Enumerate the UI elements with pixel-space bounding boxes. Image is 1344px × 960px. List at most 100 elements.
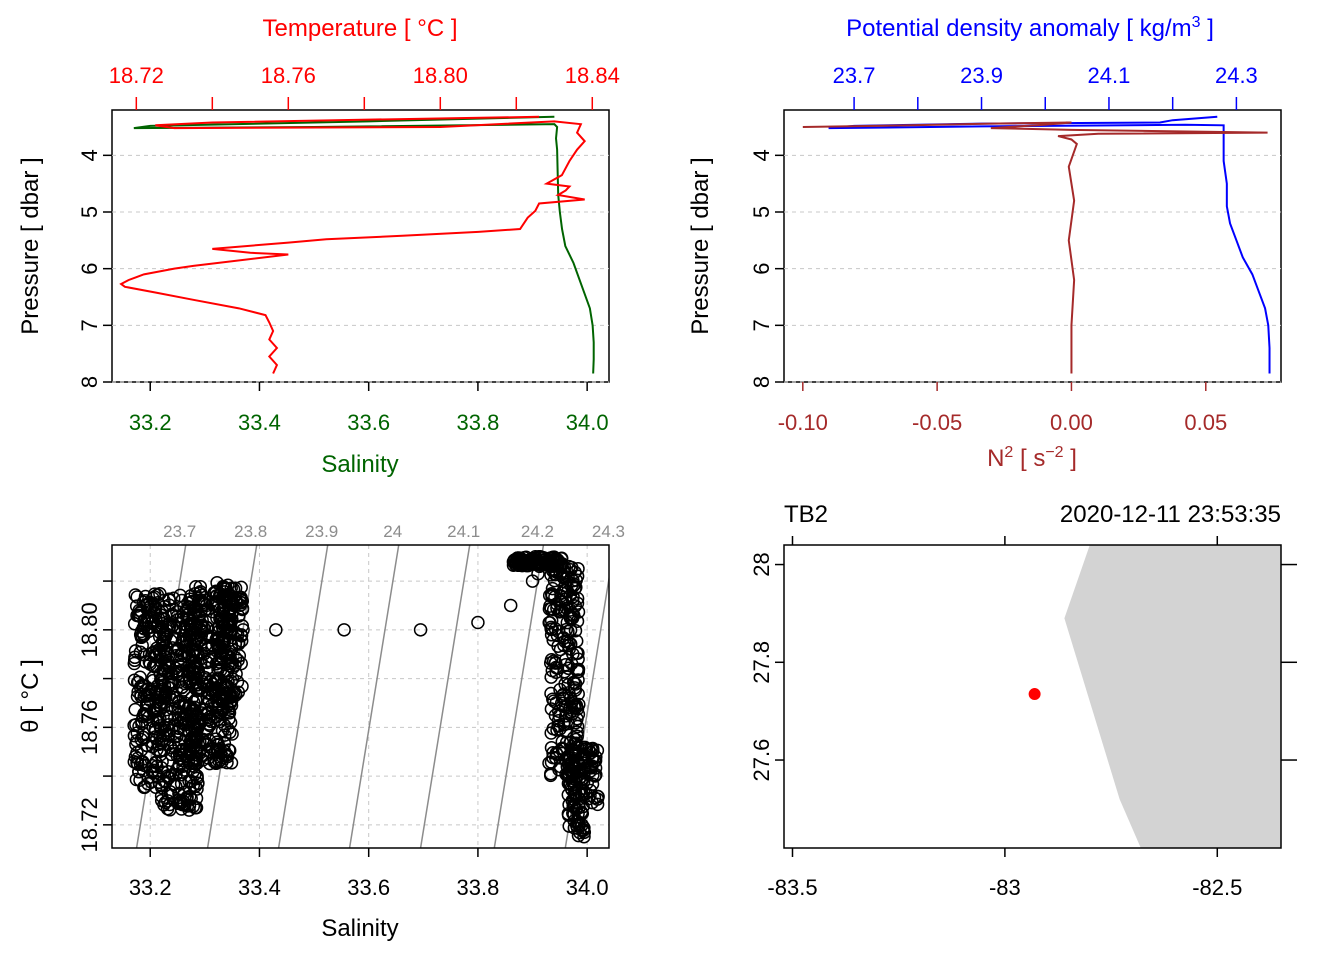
salinity-tick-label: 33.8 [457, 410, 500, 435]
ts-point [231, 685, 246, 699]
ts-point [531, 567, 545, 581]
ts-point [543, 599, 557, 613]
longitude-tick-label: -83.5 [767, 875, 817, 900]
ts-point [163, 803, 177, 817]
ts-point [561, 677, 575, 692]
ts-point [130, 590, 144, 604]
ts-point [129, 772, 144, 787]
ts-point [544, 628, 559, 642]
ts-point [156, 663, 171, 677]
ts-point [213, 663, 228, 677]
ts-point [161, 617, 175, 632]
ts-point [140, 621, 154, 635]
pressure-tick-label: 8 [749, 376, 774, 388]
ts-point [217, 736, 232, 751]
ts-point [561, 661, 576, 676]
ts-point [526, 553, 541, 567]
isopycnal-label: 24 [383, 522, 402, 541]
n2-axis-label-sup: 2 [1004, 444, 1013, 461]
ts-point [212, 652, 227, 667]
ts-point [578, 740, 592, 755]
ts-point [544, 670, 558, 684]
ts-point [186, 756, 200, 771]
ts-diagram-xlabel: Salinity [321, 915, 398, 942]
density-tick-label: 24.1 [1088, 63, 1131, 88]
isopycnal-label: 24.3 [592, 522, 625, 541]
density-profile-plot-box [783, 109, 1282, 383]
ts-point [217, 635, 231, 650]
n2-profile-line [802, 121, 1268, 374]
pressure-tick-label: 7 [749, 319, 774, 331]
ts-point [535, 553, 549, 568]
temperature-profile-line [119, 115, 587, 374]
temperature-tick-label: 18.72 [109, 63, 164, 88]
ts-point [174, 777, 189, 791]
ts-point [577, 829, 591, 844]
ts-point [170, 605, 184, 619]
ts-point [159, 709, 174, 723]
longitude-tick-label: -82.5 [1192, 875, 1242, 900]
ts-point [158, 685, 173, 699]
ts-point [189, 633, 203, 648]
salinity-tick-label: 33.6 [347, 875, 390, 900]
temperature-axis-label: Temperature [ °C ] [263, 15, 458, 42]
ts-point [215, 754, 229, 769]
ts-point [584, 761, 598, 775]
ts-point [544, 686, 558, 701]
ts-point [563, 623, 578, 637]
salinity-axis-label: Salinity [321, 451, 398, 478]
ts-point [127, 617, 142, 631]
ts-point [180, 799, 195, 813]
ts-point [161, 794, 175, 808]
ts-point [221, 656, 236, 671]
ts-profile-marks [119, 115, 595, 374]
ts-point [137, 706, 151, 721]
ts-point [545, 589, 559, 604]
density-tick-label: 24.3 [1215, 63, 1258, 88]
density-axis-label-sup: 3 [1192, 14, 1201, 31]
ts-point [218, 589, 232, 604]
ts-point [196, 677, 211, 692]
ts-point [155, 672, 169, 686]
ts-point [561, 638, 576, 653]
pressure-axis-label-2: Pressure [ dbar ] [687, 157, 714, 334]
isopycnal-line [348, 545, 400, 848]
density-axis-label-end: ] [1201, 15, 1214, 42]
isopycnal-label: 24.2 [521, 522, 554, 541]
ts-point [222, 712, 236, 726]
longitude-tick-label: -83 [989, 875, 1021, 900]
ts-point [585, 759, 599, 773]
ts-point [165, 641, 180, 655]
ts-point [189, 649, 203, 664]
ts-point [190, 782, 204, 796]
ts-point [164, 740, 178, 755]
pressure-tick-label: 8 [77, 376, 102, 388]
ts-point [172, 786, 186, 801]
isopycnal-line [493, 545, 545, 848]
ts-point [556, 570, 571, 585]
ts-point [160, 738, 175, 752]
ts-point [221, 722, 235, 736]
ts-point [558, 592, 572, 607]
salinity-tick-label: 33.2 [129, 410, 172, 435]
ts-point [164, 620, 179, 634]
ts-point [214, 613, 229, 627]
ts-point [138, 655, 153, 669]
ts-point [193, 717, 207, 731]
ts-point [558, 709, 573, 723]
land-polygon [1064, 545, 1281, 848]
ts-point [587, 790, 602, 805]
ts-point [209, 632, 223, 646]
ts-point [580, 776, 594, 790]
ts-point [519, 550, 533, 565]
latitude-tick-label: 27.8 [749, 641, 774, 684]
ts-point [572, 818, 586, 833]
ts-point [559, 652, 573, 667]
salinity-tick-label: 33.4 [238, 875, 281, 900]
ts-point [188, 617, 202, 631]
station-name: TB2 [784, 501, 828, 528]
isopycnal-label: 24.1 [447, 522, 480, 541]
ts-point [127, 755, 142, 769]
ts-point [193, 735, 207, 749]
ts-point [229, 688, 243, 702]
